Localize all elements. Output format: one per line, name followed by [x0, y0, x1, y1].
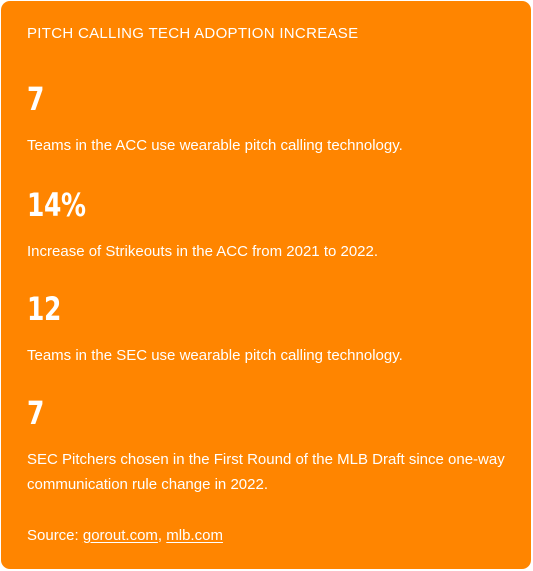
stat-block: 14% Increase of Strikeouts in the ACC fr… [27, 187, 511, 264]
source-link-mlb[interactable]: mlb.com [166, 527, 223, 544]
source-link-gorout[interactable]: gorout.com [82, 527, 158, 544]
stat-description: Teams in the ACC use wearable pitch call… [27, 137, 403, 154]
stat-value: 14% [27, 186, 86, 224]
stat-value: 7 [27, 394, 44, 432]
card-title: PITCH CALLING TECH ADOPTION INCREASE [27, 25, 359, 42]
stat-value: 7 [27, 80, 44, 118]
stat-description: SEC Pitchers chosen in the First Round o… [27, 451, 505, 493]
stat-block: 7 SEC Pitchers chosen in the First Round… [27, 395, 511, 497]
stat-description: Increase of Strikeouts in the ACC from 2… [27, 243, 379, 260]
source-separator: , [157, 527, 167, 544]
stat-description: Teams in the SEC use wearable pitch call… [27, 347, 403, 364]
stat-value: 12 [27, 290, 61, 328]
source-label: Source: [27, 527, 83, 544]
source-line: Source: gorout.com, mlb.com [27, 525, 223, 547]
stat-block: 12 Teams in the SEC use wearable pitch c… [27, 291, 511, 368]
stat-block: 7 Teams in the ACC use wearable pitch ca… [27, 81, 511, 158]
